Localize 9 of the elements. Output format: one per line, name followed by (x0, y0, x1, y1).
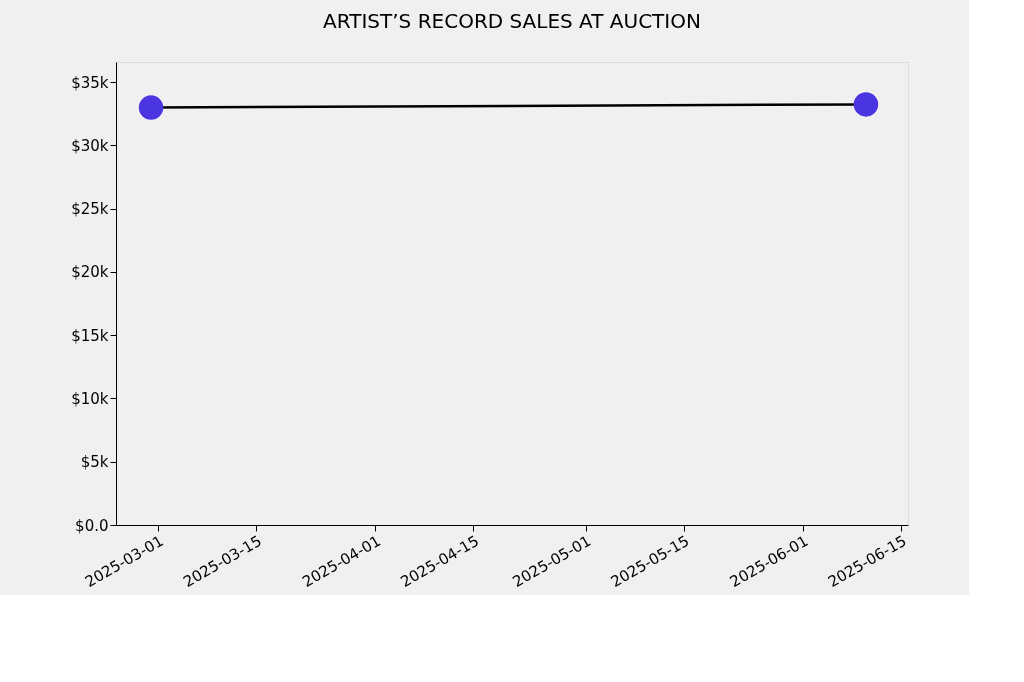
chart-title: ARTIST’S RECORD SALES AT AUCTION (323, 9, 701, 33)
y-tick-label: $35k (71, 73, 109, 92)
y-tick-label: $10k (71, 390, 109, 408)
y-tick-label: $5k (80, 453, 109, 472)
y-tick-label: $20k (71, 263, 109, 282)
y-tick-label: $0.0 (75, 516, 109, 535)
y-tick-label: $30k (71, 136, 109, 155)
y-tick-label: $15k (71, 326, 109, 345)
y-tick-label: $25k (71, 200, 109, 219)
